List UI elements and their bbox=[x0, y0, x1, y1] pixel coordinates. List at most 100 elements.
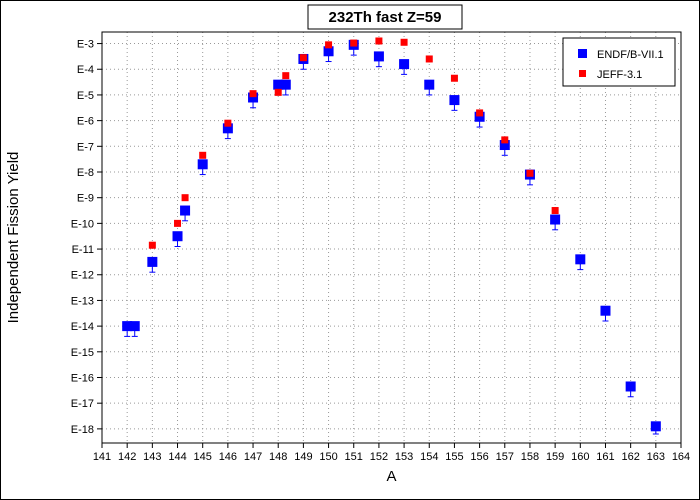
y-tick-label: E-8 bbox=[77, 167, 94, 179]
data-point bbox=[399, 59, 410, 70]
x-tick-label: 159 bbox=[546, 451, 564, 463]
data-point bbox=[248, 92, 259, 103]
data-point bbox=[600, 305, 611, 316]
data-point bbox=[450, 74, 458, 82]
data-point bbox=[551, 207, 559, 215]
data-point bbox=[224, 119, 232, 127]
y-tick-label: E-3 bbox=[77, 39, 94, 51]
x-tick-label: 141 bbox=[93, 451, 111, 463]
x-tick-label: 160 bbox=[571, 451, 589, 463]
x-tick-label: 145 bbox=[194, 451, 212, 463]
y-tick-label: E-7 bbox=[77, 141, 94, 153]
x-tick-label: 146 bbox=[219, 451, 237, 463]
y-tick-label: E-13 bbox=[71, 295, 94, 307]
x-tick-label: 149 bbox=[294, 451, 312, 463]
data-point bbox=[474, 111, 485, 122]
x-tick-label: 144 bbox=[168, 451, 186, 463]
series-jeff bbox=[148, 37, 559, 249]
chart-title-box: 232Th fast Z=59 bbox=[307, 4, 463, 30]
y-tick-label: E-4 bbox=[77, 64, 94, 76]
chart-title: 232Th fast Z=59 bbox=[329, 9, 442, 26]
series-endf bbox=[122, 39, 661, 435]
data-point bbox=[400, 38, 408, 46]
grid-layer bbox=[102, 32, 681, 443]
y-tick-label: E-6 bbox=[77, 116, 94, 128]
y-tick-label: E-16 bbox=[71, 372, 94, 384]
y-tick-label: E-11 bbox=[72, 244, 94, 256]
y-tick-label: E-9 bbox=[77, 193, 94, 205]
data-point bbox=[650, 421, 661, 432]
data-point bbox=[373, 51, 384, 62]
data-point bbox=[325, 41, 333, 49]
data-point bbox=[172, 231, 183, 242]
x-tick-label: 163 bbox=[647, 451, 665, 463]
data-point bbox=[526, 169, 534, 177]
y-tick-label: E-17 bbox=[71, 398, 94, 410]
x-tick-label: 150 bbox=[319, 451, 337, 463]
data-point bbox=[424, 79, 435, 90]
data-point bbox=[174, 219, 182, 227]
data-point bbox=[274, 88, 282, 96]
data-point bbox=[550, 214, 561, 225]
data-point bbox=[199, 151, 207, 159]
legend-swatch-endf bbox=[578, 49, 587, 58]
x-tick-label: 158 bbox=[521, 451, 539, 463]
data-point bbox=[181, 194, 189, 202]
x-tick-label: 148 bbox=[269, 451, 287, 463]
y-tick-label: E-12 bbox=[71, 270, 94, 282]
x-tick-label: 157 bbox=[496, 451, 514, 463]
data-point bbox=[350, 39, 358, 47]
y-tick-label: E-5 bbox=[77, 90, 94, 102]
x-tick-label: 162 bbox=[621, 451, 639, 463]
data-point bbox=[476, 109, 484, 117]
legend-swatch-jeff bbox=[579, 70, 586, 77]
data-point bbox=[625, 381, 636, 392]
legend-label-jeff: JEFF-3.1 bbox=[597, 69, 642, 81]
x-axis-label: A bbox=[386, 468, 396, 485]
data-point bbox=[180, 205, 191, 216]
data-point bbox=[323, 46, 334, 57]
y-tick-label: E-14 bbox=[71, 321, 94, 333]
series-layer bbox=[122, 37, 661, 435]
data-point bbox=[425, 55, 433, 63]
x-axis-ticks: 141 142 143 144 145 146 147 148 149 150 151 152 153 1… bbox=[93, 443, 690, 463]
data-point bbox=[299, 54, 307, 62]
plot-area-border bbox=[101, 31, 682, 444]
x-tick-label: 143 bbox=[143, 451, 161, 463]
x-tick-label: 164 bbox=[672, 451, 690, 463]
x-tick-label: 156 bbox=[470, 451, 488, 463]
data-point bbox=[282, 72, 290, 80]
x-tick-label: 152 bbox=[370, 451, 388, 463]
legend: ENDF/B-VII.1 JEFF-3.1 bbox=[562, 37, 676, 87]
data-point bbox=[148, 241, 156, 249]
data-point bbox=[575, 254, 586, 265]
data-point bbox=[501, 136, 509, 144]
data-point bbox=[197, 159, 208, 170]
x-tick-label: 161 bbox=[596, 451, 614, 463]
data-point bbox=[222, 123, 233, 134]
x-tick-label: 154 bbox=[420, 451, 438, 463]
data-point bbox=[375, 37, 383, 45]
legend-box bbox=[562, 37, 676, 87]
y-tick-label: E-15 bbox=[71, 347, 94, 359]
x-tick-label: 153 bbox=[395, 451, 413, 463]
x-tick-label: 151 bbox=[345, 451, 363, 463]
data-point bbox=[280, 79, 291, 90]
y-tick-label: E-10 bbox=[71, 218, 94, 230]
x-tick-label: 142 bbox=[118, 451, 136, 463]
data-point bbox=[122, 321, 133, 332]
y-tick-label: E-18 bbox=[71, 424, 94, 436]
data-point bbox=[499, 140, 510, 151]
y-axis-label: Independent Fission Yield bbox=[5, 152, 22, 324]
y-axis-ticks: E-3 E-4 E-5 E-6 E-7 E-8 E-9 E-10 E-11 E-12 E-13 E-1… bbox=[71, 39, 102, 436]
data-point bbox=[249, 90, 257, 98]
data-point bbox=[129, 321, 140, 332]
data-point bbox=[147, 256, 158, 267]
x-tick-label: 147 bbox=[244, 451, 262, 463]
legend-label-endf: ENDF/B-VII.1 bbox=[597, 49, 664, 61]
data-point bbox=[449, 95, 460, 106]
data-point bbox=[273, 79, 284, 90]
x-tick-label: 155 bbox=[445, 451, 463, 463]
chart-title-frame bbox=[307, 4, 463, 30]
